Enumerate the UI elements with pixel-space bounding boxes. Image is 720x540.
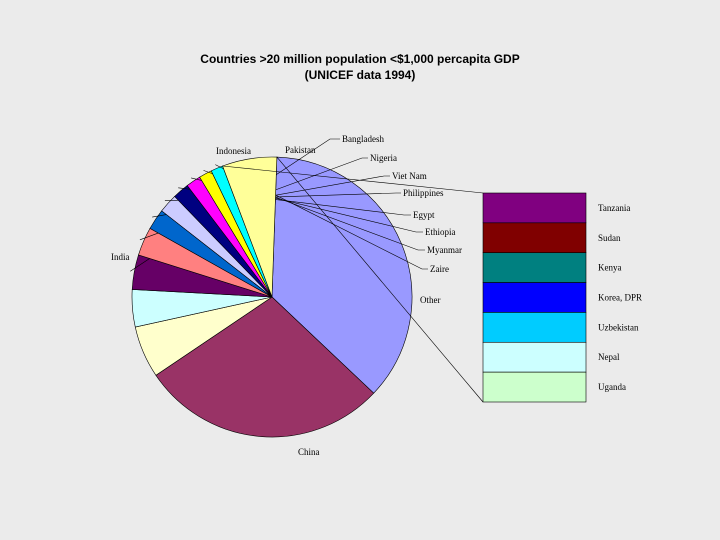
slice-label-china: China	[298, 447, 320, 457]
slice-label-zaire: Zaire	[430, 264, 449, 274]
leader-line-zaire	[215, 164, 428, 270]
breakout-label-kenya: Kenya	[598, 263, 622, 273]
slice-label-other: Other	[420, 295, 441, 305]
slice-label-myanmar: Myanmar	[427, 245, 462, 255]
slice-label-ethiopia: Ethiopia	[425, 227, 456, 237]
slice-label-egypt: Egypt	[413, 210, 435, 220]
breakout-segment-uzbekistan	[482, 312, 587, 343]
slice-label-indonesia: Indonesia	[216, 146, 251, 156]
slice-label-pakistan: Pakistan	[285, 145, 316, 155]
breakout-label-sudan: Sudan	[598, 233, 621, 243]
breakout-connector-bottom	[276, 156, 484, 403]
breakout-connector-top	[222, 165, 484, 194]
breakout-label-tanzania: Tanzania	[598, 203, 630, 213]
breakout-segment-sudan	[482, 222, 587, 254]
breakout-label-korea-dpr: Korea, DPR	[598, 293, 642, 303]
pie-slice-india	[155, 296, 375, 438]
pie-slice-other	[222, 156, 278, 298]
breakout-segment-kenya	[482, 252, 587, 283]
breakout-segment-korea-dpr	[482, 282, 587, 313]
slice-label-india: India	[111, 252, 130, 262]
chart-title: Countries >20 million population <$1,000…	[200, 52, 520, 66]
slice-label-viet-nam: Viet Nam	[392, 171, 427, 181]
slice-label-philippines: Philippines	[403, 188, 444, 198]
chart-subtitle: (UNICEF data 1994)	[304, 68, 416, 82]
breakout-segment-tanzania	[482, 192, 587, 224]
slice-label-nigeria: Nigeria	[370, 153, 397, 163]
breakout-label-uzbekistan: Uzbekistan	[598, 322, 639, 332]
breakout-label-nepal: Nepal	[598, 352, 620, 362]
breakout-segment-nepal	[482, 341, 587, 373]
breakout-segment-uganda	[482, 371, 587, 403]
slice-label-bangladesh: Bangladesh	[342, 134, 384, 144]
breakout-label-uganda: Uganda	[598, 382, 626, 392]
